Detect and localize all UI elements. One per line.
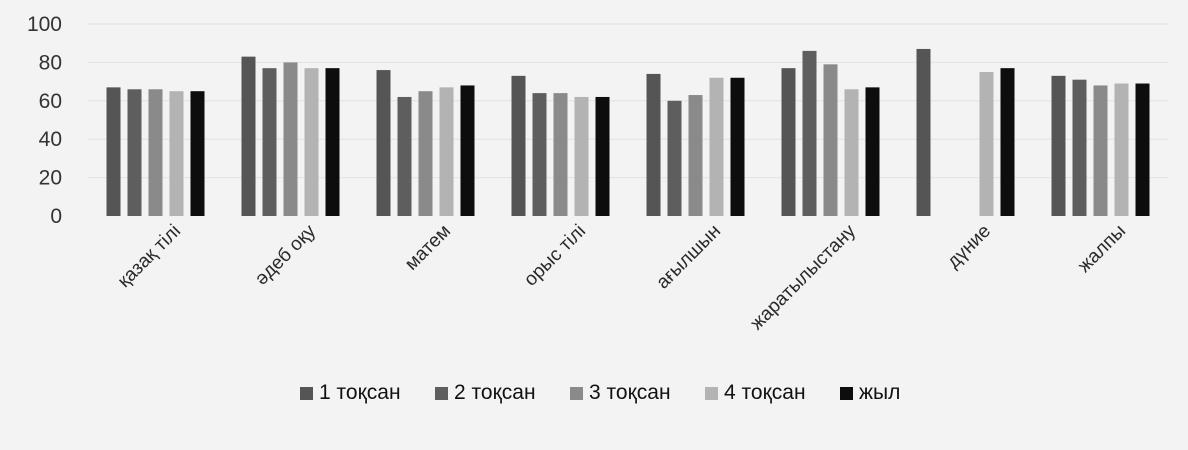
bar-3 bbox=[688, 95, 703, 216]
bar-2 bbox=[532, 93, 547, 216]
bar-3 bbox=[148, 89, 163, 216]
bar-1 bbox=[106, 87, 121, 216]
y-tick-label: 40 bbox=[39, 128, 62, 151]
bar-1 bbox=[781, 68, 796, 216]
bar-2 bbox=[127, 89, 142, 216]
bar-3 bbox=[1093, 85, 1108, 216]
bar-1 bbox=[646, 73, 661, 216]
bar-3 bbox=[283, 62, 298, 217]
bar-4 bbox=[439, 87, 454, 216]
legend-swatch bbox=[840, 387, 853, 400]
y-tick-label: 20 bbox=[39, 167, 62, 190]
bar-5 bbox=[1000, 68, 1015, 216]
x-category-label: жаратылыстану bbox=[746, 220, 860, 334]
bar-1 bbox=[916, 48, 931, 217]
bar-2 bbox=[802, 50, 817, 216]
bar-1 bbox=[241, 56, 256, 216]
bar-4 bbox=[709, 77, 724, 216]
legend-swatch bbox=[435, 387, 448, 400]
bar-5 bbox=[865, 87, 880, 216]
legend-label: жыл bbox=[859, 381, 900, 404]
bar-5 bbox=[595, 96, 610, 216]
bar-4 bbox=[844, 89, 859, 216]
x-category-label: дүние bbox=[943, 221, 995, 273]
bar-5 bbox=[325, 68, 340, 216]
bar-4 bbox=[574, 96, 589, 216]
bar-3 bbox=[418, 91, 433, 216]
legend-item: 4 тоқсан bbox=[705, 381, 806, 404]
bar-1 bbox=[376, 70, 391, 216]
bar-2 bbox=[667, 100, 682, 216]
bar-1 bbox=[1051, 75, 1066, 216]
x-category-label: әдеб оқу bbox=[251, 220, 320, 289]
x-category-label: қазақ тілі bbox=[114, 221, 185, 292]
bar-4 bbox=[979, 72, 994, 216]
legend-label: 4 тоқсан bbox=[724, 381, 806, 404]
x-category-label: жалпы bbox=[1074, 221, 1130, 277]
bar-5 bbox=[730, 77, 745, 216]
bar-3 bbox=[553, 93, 568, 216]
legend-swatch bbox=[705, 387, 718, 400]
x-category-label: ағылшын bbox=[652, 221, 725, 294]
legend-swatch bbox=[300, 387, 313, 400]
legend-item: 1 тоқсан bbox=[300, 381, 401, 404]
x-category-label: матем bbox=[401, 221, 455, 275]
y-tick-label: 100 bbox=[27, 13, 62, 36]
bar-5 bbox=[460, 85, 475, 216]
bar-3 bbox=[823, 64, 838, 216]
legend-swatch bbox=[570, 387, 583, 400]
bar-4 bbox=[169, 91, 184, 216]
bar-5 bbox=[190, 91, 205, 216]
y-tick-label: 0 bbox=[50, 205, 62, 228]
y-tick-label: 80 bbox=[39, 51, 62, 74]
legend-item: 2 тоқсан bbox=[435, 381, 536, 404]
bar-2 bbox=[1072, 79, 1087, 217]
bar-2 bbox=[262, 68, 277, 216]
legend-item: 3 тоқсан bbox=[570, 381, 671, 404]
legend-label: 1 тоқсан bbox=[319, 381, 401, 404]
legend-label: 2 тоқсан bbox=[454, 381, 536, 404]
bar-4 bbox=[1114, 83, 1129, 217]
legend-item: жыл bbox=[840, 381, 900, 404]
bar-4 bbox=[304, 68, 319, 216]
legend-label: 3 тоқсан bbox=[589, 381, 671, 404]
bar-1 bbox=[511, 75, 526, 216]
bar-2 bbox=[397, 96, 412, 216]
y-tick-label: 60 bbox=[39, 90, 62, 113]
bar-5 bbox=[1135, 83, 1150, 217]
x-category-label: орыс тілі bbox=[520, 221, 590, 291]
